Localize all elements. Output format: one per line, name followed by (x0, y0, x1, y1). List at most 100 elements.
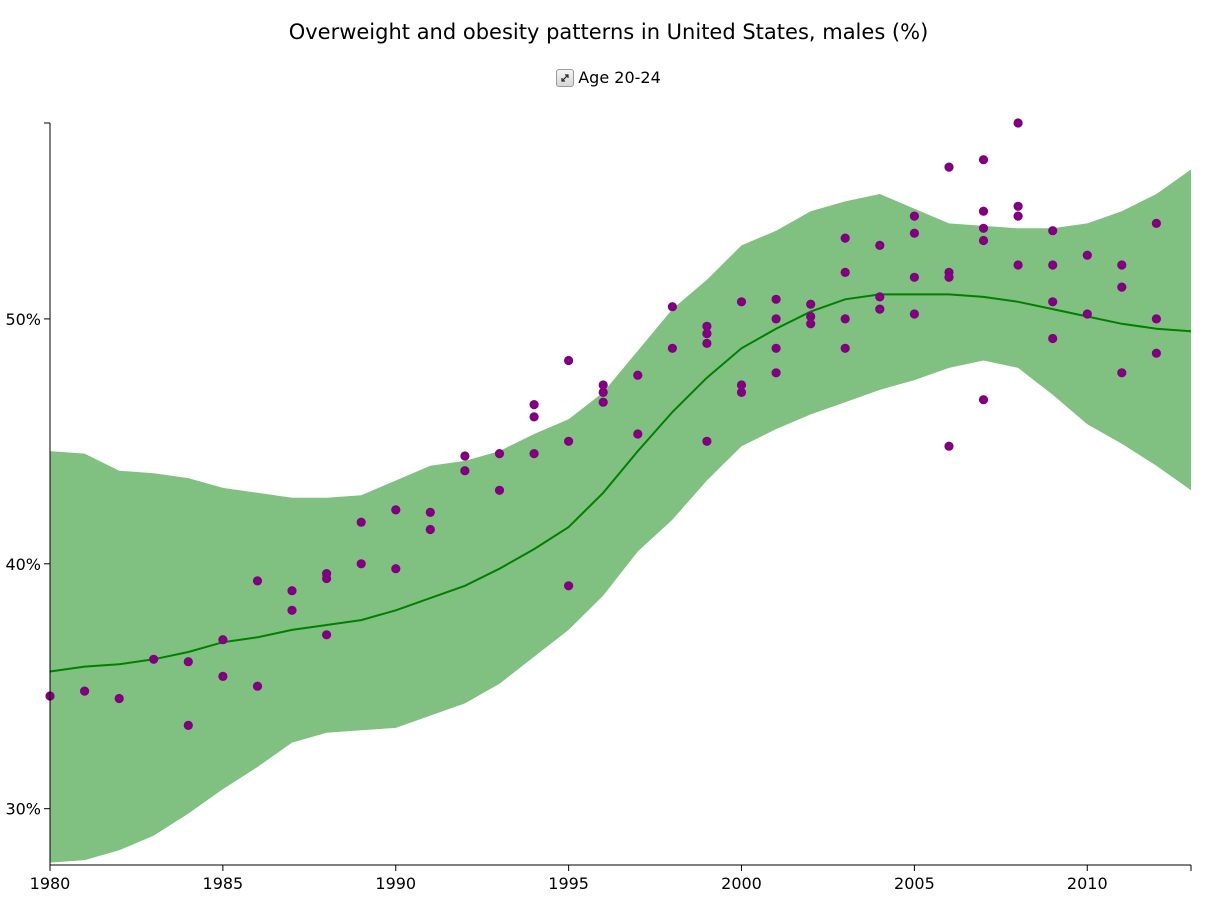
data-point (529, 400, 539, 410)
data-point (529, 412, 539, 422)
data-point (529, 449, 539, 459)
data-point (1048, 333, 1058, 344)
y-tick-label: 40% (5, 555, 41, 574)
data-point (978, 155, 989, 165)
data-point (598, 387, 608, 397)
data-point (114, 693, 124, 704)
data-point (391, 564, 401, 574)
data-point (806, 299, 816, 309)
data-point (598, 397, 608, 407)
data-point (1151, 348, 1161, 358)
data-point (1013, 201, 1023, 211)
data-point (1082, 250, 1092, 260)
data-point (806, 311, 816, 322)
data-point (80, 686, 90, 696)
data-point (1117, 282, 1127, 292)
data-point (702, 321, 712, 331)
data-point (771, 314, 781, 324)
uncertainty-band (50, 169, 1191, 863)
data-point (356, 517, 366, 527)
data-point (218, 671, 228, 682)
data-point (944, 162, 954, 172)
data-point (667, 343, 678, 353)
data-point (875, 240, 885, 250)
data-point (564, 581, 574, 591)
data-point (736, 297, 747, 307)
data-point (494, 449, 505, 459)
data-point (1048, 226, 1058, 236)
data-point (771, 368, 781, 378)
estimate-line (49, 293, 1192, 673)
data-point (1082, 309, 1092, 319)
data-point (183, 720, 193, 731)
x-tick-label: 1980 (30, 874, 71, 893)
legend-toggle-button[interactable] (556, 68, 575, 87)
x-tick-label: 2000 (721, 874, 762, 893)
data-point (287, 586, 297, 596)
x-tick-label: 1995 (548, 874, 589, 893)
data-point (667, 302, 678, 312)
data-point (944, 441, 954, 451)
data-point (702, 329, 712, 339)
x-tick-label: 2010 (1067, 874, 1108, 893)
data-point (909, 211, 920, 221)
y-tick-label: 50% (5, 310, 41, 329)
data-point (425, 507, 435, 517)
data-point (771, 343, 781, 353)
data-point (183, 657, 193, 667)
legend: Age 20-24 (0, 68, 1217, 87)
data-point (391, 505, 401, 515)
data-point (736, 380, 747, 390)
data-point (564, 355, 574, 366)
data-point (1013, 211, 1023, 221)
data-point (564, 436, 574, 446)
data-point (702, 338, 712, 348)
expand-icon (561, 73, 569, 82)
data-point (840, 314, 850, 324)
data-point (944, 272, 954, 282)
data-point (1048, 260, 1058, 270)
data-point (806, 319, 816, 329)
data-point (1048, 297, 1058, 307)
data-point (840, 343, 850, 353)
data-point (460, 451, 470, 461)
data-point (909, 309, 920, 319)
data-point (633, 429, 643, 439)
data-point (909, 228, 920, 238)
x-tick-label: 1990 (375, 874, 416, 893)
data-point (252, 681, 263, 691)
data-point (425, 524, 435, 535)
legend-label: Age 20-24 (578, 68, 661, 87)
data-point (322, 630, 332, 640)
x-tick-label: 2005 (894, 874, 935, 893)
chart-title: Overweight and obesity patterns in Unite… (288, 20, 929, 44)
x-tick-label: 1985 (203, 874, 244, 893)
data-point (978, 395, 989, 405)
data-point (840, 267, 850, 277)
data-point (252, 576, 263, 586)
data-point (909, 272, 920, 282)
data-point (633, 370, 643, 380)
data-point (702, 436, 712, 446)
data-point (218, 635, 228, 645)
data-point (978, 223, 989, 233)
data-point (875, 304, 885, 314)
data-point (1151, 218, 1161, 228)
data-point (149, 654, 159, 664)
data-point (322, 573, 332, 584)
y-tick-label: 30% (5, 800, 41, 819)
data-point (494, 485, 505, 495)
data-point (840, 233, 850, 243)
data-point (1151, 314, 1161, 324)
data-point (771, 294, 781, 304)
data-point (1013, 118, 1023, 128)
data-point (1117, 260, 1127, 270)
data-point (460, 466, 470, 476)
data-point (736, 387, 747, 397)
data-point (978, 206, 989, 216)
data-point (287, 605, 297, 615)
data-point (598, 380, 608, 390)
data-point (356, 559, 366, 569)
data-point (1117, 368, 1127, 378)
data-point (875, 292, 885, 302)
